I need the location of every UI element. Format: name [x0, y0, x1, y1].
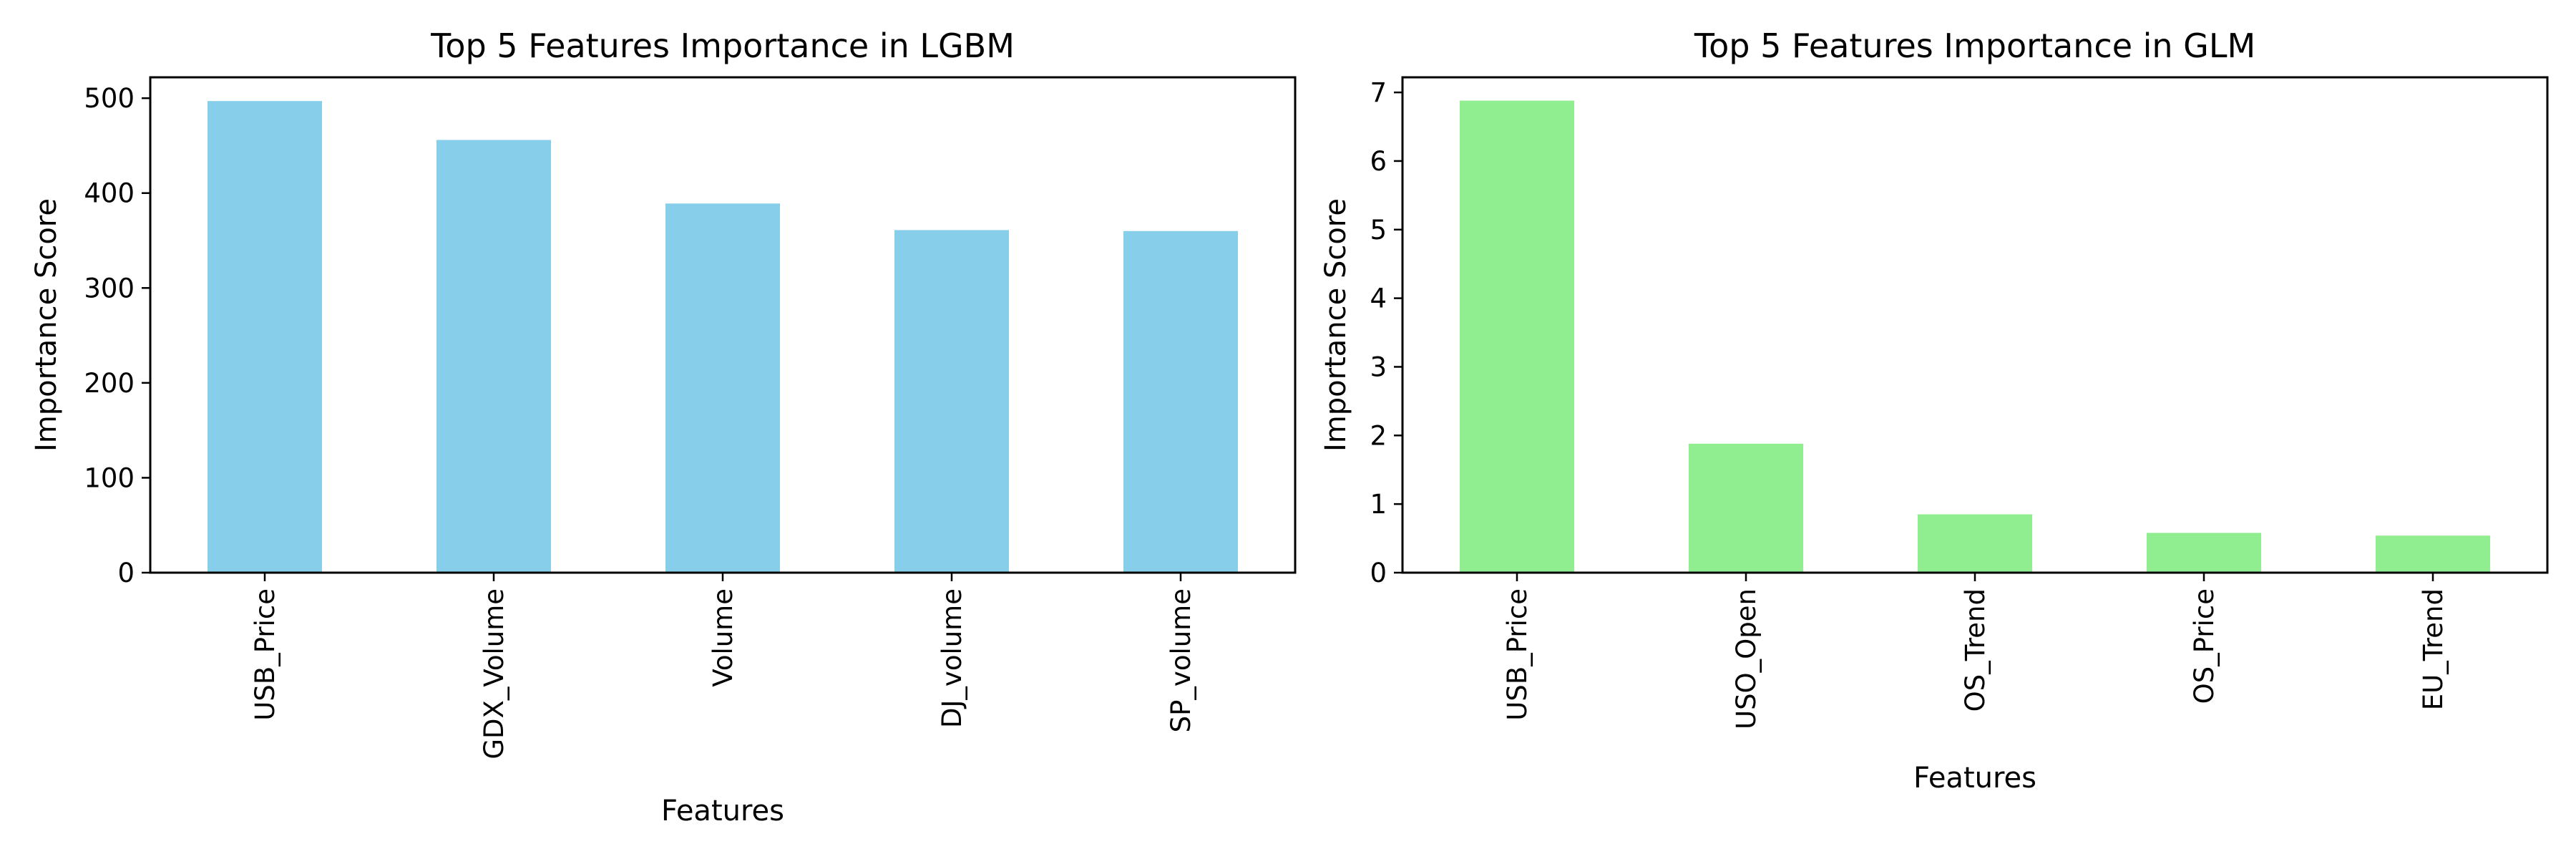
bar-uso-open — [1689, 443, 1803, 573]
x-tick-label: SP_volume — [1166, 588, 1196, 732]
x-tick-label: GDX_Volume — [479, 588, 509, 759]
lgbm-chart: Top 5 Features Importance in LGBM 0 100 20… — [30, 26, 1297, 828]
y-tick-label: 0 — [117, 558, 135, 588]
y-tick-label: 2 — [1370, 420, 1387, 451]
y-tick-label: 5 — [1370, 215, 1387, 246]
y-axis-label: Importance Score — [1319, 198, 1352, 452]
y-tick-label: 400 — [84, 178, 135, 209]
bar-dj-volume — [894, 230, 1009, 573]
y-tick-label: 200 — [84, 368, 135, 399]
y-tick-label: 6 — [1370, 146, 1387, 177]
x-tick-label: USB_Price — [1502, 588, 1533, 721]
y-tick-label: 300 — [84, 273, 135, 304]
x-axis-ticks: USB_Price USO_Open OS_Trend OS_Price EU_Tren… — [1502, 573, 2449, 729]
y-tick-label: 100 — [84, 462, 135, 493]
bar-os-trend — [1918, 514, 2032, 573]
x-tick-label: OS_Price — [2189, 588, 2220, 704]
plot-frame — [1401, 76, 2549, 574]
y-axis-ticks: 0 1 2 3 4 5 6 7 — [1370, 77, 1402, 588]
y-axis-ticks: 0 100 200 300 400 500 — [84, 83, 150, 588]
x-tick-label: USB_Price — [250, 588, 280, 721]
chart-title: Top 5 Features Importance in GLM — [1694, 26, 2255, 65]
y-tick-label: 500 — [84, 83, 135, 114]
bar-volume — [665, 203, 780, 573]
chart-title: Top 5 Features Importance in LGBM — [430, 26, 1015, 65]
glm-chart: Top 5 Features Importance in GLM 0 1 2 3 4 5 6… — [1319, 26, 2549, 795]
x-axis-label: Features — [1913, 762, 2036, 795]
x-axis-ticks: USB_Price GDX_Volume Volume DJ_volume SP_vol… — [250, 573, 1196, 759]
plot-frame — [149, 76, 1297, 574]
x-tick-label: EU_Trend — [2418, 588, 2449, 710]
bar-gdx-volume — [436, 140, 551, 573]
x-tick-label: Volume — [708, 588, 738, 687]
y-axis-label: Importance Score — [30, 198, 63, 452]
bars — [1460, 100, 2490, 573]
bar-eu-trend — [2376, 535, 2490, 573]
y-tick-label: 0 — [1370, 558, 1387, 588]
y-tick-label: 1 — [1370, 489, 1387, 520]
x-tick-label: OS_Trend — [1960, 588, 1991, 712]
y-tick-label: 7 — [1370, 77, 1387, 108]
x-tick-label: USO_Open — [1731, 588, 1762, 729]
y-tick-label: 3 — [1370, 351, 1387, 382]
bar-sp-volume — [1123, 230, 1238, 573]
x-axis-label: Features — [661, 795, 784, 828]
bar-usb-price — [208, 101, 322, 573]
bar-usb-price — [1460, 100, 1574, 573]
y-tick-label: 4 — [1370, 283, 1387, 314]
bar-os-price — [2147, 533, 2261, 573]
bars — [208, 101, 1238, 573]
x-tick-label: DJ_volume — [937, 588, 967, 728]
